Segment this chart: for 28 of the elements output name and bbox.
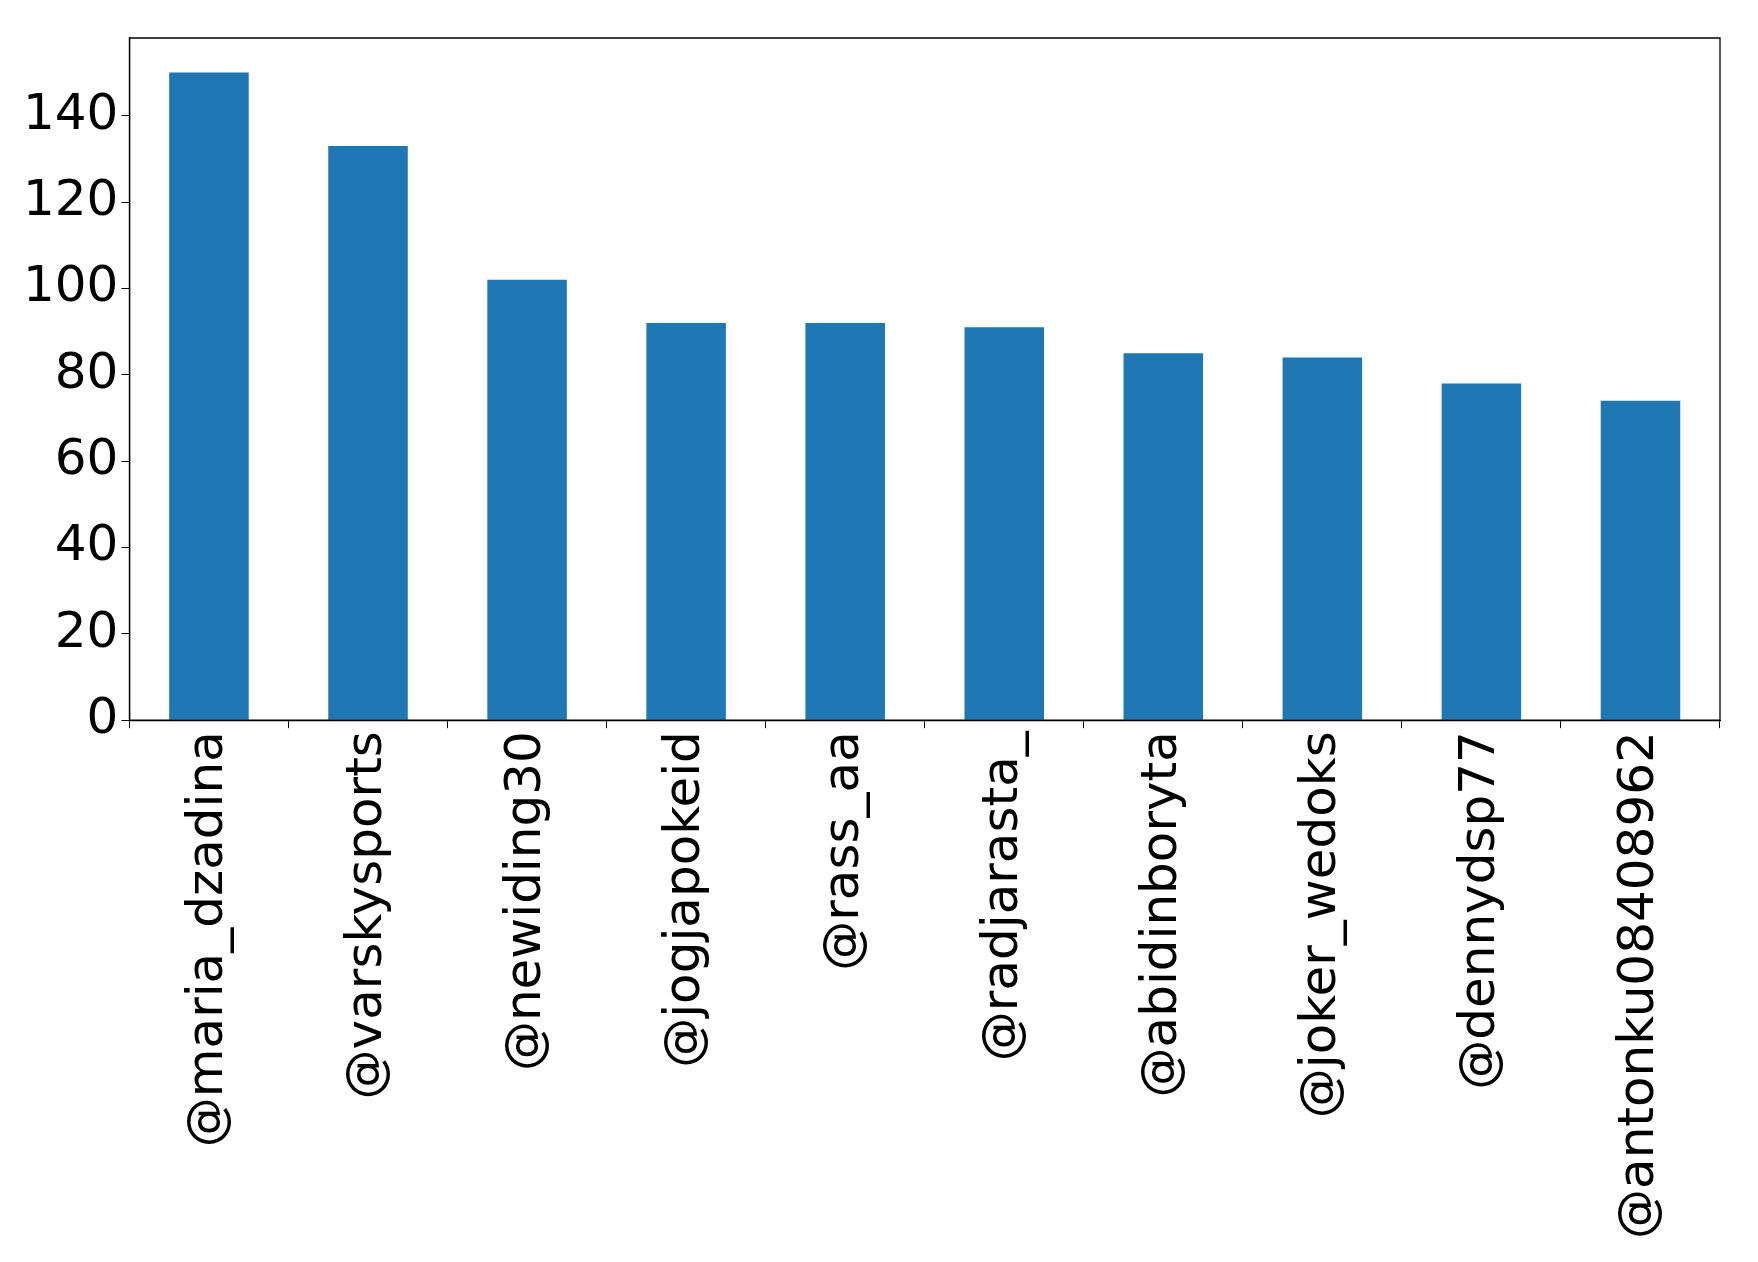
y-tick-label: 120 bbox=[23, 169, 119, 228]
y-tick-label: 60 bbox=[54, 428, 119, 487]
bar bbox=[1441, 383, 1522, 720]
bar bbox=[1600, 400, 1681, 720]
bar bbox=[169, 72, 249, 720]
x-tick-label: @abidinboryta bbox=[1130, 731, 1189, 1098]
bar bbox=[328, 145, 408, 720]
x-tick-label: @radjarasta_ bbox=[971, 730, 1030, 1062]
y-tick-label: 80 bbox=[54, 341, 119, 400]
x-tick-label: @dennydsp77 bbox=[1448, 731, 1507, 1090]
x-tick-label: @newiding30 bbox=[494, 731, 553, 1072]
y-tick-label: 140 bbox=[23, 82, 119, 141]
bar bbox=[487, 279, 567, 720]
bar bbox=[964, 327, 1045, 720]
bar bbox=[646, 322, 726, 720]
x-tick-label: @varskysports bbox=[335, 731, 393, 1100]
x-tick-label: @rass_aa bbox=[812, 731, 871, 971]
bar bbox=[1123, 353, 1204, 720]
x-tick-label: @jogjapokeid bbox=[653, 731, 712, 1068]
x-tick-label: @joker_wedoks bbox=[1289, 731, 1348, 1119]
bar bbox=[805, 322, 885, 720]
y-tick-label: 20 bbox=[54, 600, 119, 659]
y-tick-label: 0 bbox=[86, 687, 119, 746]
x-tick-label: @antonku08408962 bbox=[1607, 731, 1666, 1239]
bar bbox=[1282, 357, 1363, 720]
y-tick-label: 100 bbox=[23, 255, 119, 314]
x-tick-label: @maria_dzadina bbox=[175, 731, 234, 1148]
y-tick-label: 40 bbox=[54, 514, 119, 573]
